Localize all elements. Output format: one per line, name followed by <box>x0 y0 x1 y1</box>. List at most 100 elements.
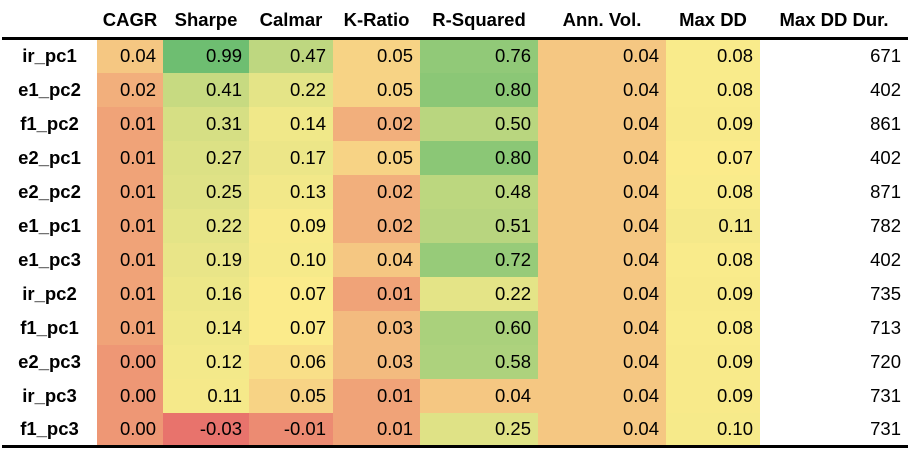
table-row: f1_pc3 0.00 -0.03 -0.01 0.01 0.25 0.04 0.10 731 <box>2 412 908 448</box>
column-header-calmar: Calmar <box>249 3 333 40</box>
heatmap-cell: 0.60 <box>420 310 538 345</box>
heatmap-cell: 0.10 <box>666 412 760 448</box>
heatmap-cell: 0.14 <box>249 106 333 141</box>
heatmap-cell: -0.01 <box>249 412 333 448</box>
heatmap-cell: 0.08 <box>666 174 760 209</box>
heatmap-cell: 0.22 <box>420 276 538 311</box>
row-label: f1_pc2 <box>2 106 97 141</box>
heatmap-cell: 0.01 <box>97 208 163 243</box>
heatmap-cell: 0.01 <box>333 378 420 413</box>
metrics-heatmap-table: CAGR Sharpe Calmar K-Ratio R-Squared Ann… <box>2 3 908 448</box>
heatmap-cell: -0.03 <box>163 412 249 448</box>
table-row: e1_pc2 0.02 0.41 0.22 0.05 0.80 0.04 0.08 402 <box>2 72 908 107</box>
table-row: e2_pc2 0.01 0.25 0.13 0.02 0.48 0.04 0.08 871 <box>2 174 908 209</box>
table-row: f1_pc1 0.01 0.14 0.07 0.03 0.60 0.04 0.08 713 <box>2 310 908 345</box>
heatmap-cell: 871 <box>760 174 908 209</box>
heatmap-cell: 782 <box>760 208 908 243</box>
heatmap-cell: 0.19 <box>163 242 249 277</box>
heatmap-cell: 0.04 <box>538 276 666 311</box>
heatmap-cell: 713 <box>760 310 908 345</box>
row-label: e2_pc3 <box>2 344 97 379</box>
heatmap-cell: 731 <box>760 412 908 448</box>
column-header-sharpe: Sharpe <box>163 3 249 40</box>
heatmap-cell: 0.02 <box>97 72 163 107</box>
heatmap-cell: 0.11 <box>666 208 760 243</box>
heatmap-cell: 0.13 <box>249 174 333 209</box>
table-row: e1_pc1 0.01 0.22 0.09 0.02 0.51 0.04 0.11 782 <box>2 208 908 243</box>
heatmap-cell: 0.04 <box>333 242 420 277</box>
heatmap-cell: 0.11 <box>163 378 249 413</box>
row-label: ir_pc2 <box>2 276 97 311</box>
heatmap-cell: 0.04 <box>538 140 666 175</box>
heatmap-cell: 0.07 <box>249 276 333 311</box>
heatmap-cell: 402 <box>760 72 908 107</box>
table-row: ir_pc2 0.01 0.16 0.07 0.01 0.22 0.04 0.09 735 <box>2 276 908 311</box>
heatmap-cell: 0.31 <box>163 106 249 141</box>
heatmap-cell: 0.50 <box>420 106 538 141</box>
heatmap-cell: 0.04 <box>538 72 666 107</box>
row-label: f1_pc1 <box>2 310 97 345</box>
heatmap-cell: 0.01 <box>97 276 163 311</box>
heatmap-cell: 0.01 <box>97 140 163 175</box>
heatmap-cell: 861 <box>760 106 908 141</box>
heatmap-cell: 0.04 <box>538 106 666 141</box>
heatmap-cell: 0.05 <box>333 140 420 175</box>
row-label: f1_pc3 <box>2 412 97 448</box>
heatmap-cell: 0.08 <box>666 72 760 107</box>
heatmap-body: ir_pc1 0.04 0.99 0.47 0.05 0.76 0.04 0.08 671 e1_… <box>2 38 908 448</box>
heatmap-cell: 0.04 <box>538 344 666 379</box>
heatmap-cell: 0.04 <box>538 208 666 243</box>
heatmap-cell: 0.09 <box>666 276 760 311</box>
heatmap-cell: 0.09 <box>666 378 760 413</box>
heatmap-cell: 0.09 <box>666 106 760 141</box>
heatmap-cell: 0.01 <box>333 276 420 311</box>
row-label: e1_pc1 <box>2 208 97 243</box>
row-label: e1_pc2 <box>2 72 97 107</box>
heatmap-cell: 0.02 <box>333 174 420 209</box>
heatmap-cell: 0.04 <box>538 310 666 345</box>
row-label: ir_pc3 <box>2 378 97 413</box>
row-label: e2_pc1 <box>2 140 97 175</box>
heatmap-cell: 0.09 <box>249 208 333 243</box>
heatmap-cell: 731 <box>760 378 908 413</box>
heatmap-cell: 0.07 <box>666 140 760 175</box>
column-header-max-dd-dur: Max DD Dur. <box>760 3 908 40</box>
header-row: CAGR Sharpe Calmar K-Ratio R-Squared Ann… <box>2 3 908 40</box>
heatmap-cell: 0.01 <box>97 310 163 345</box>
heatmap-cell: 0.48 <box>420 174 538 209</box>
heatmap-cell: 735 <box>760 276 908 311</box>
heatmap-cell: 0.51 <box>420 208 538 243</box>
heatmap-cell: 0.01 <box>333 412 420 448</box>
column-header-k-ratio: K-Ratio <box>333 3 420 40</box>
heatmap-cell: 0.25 <box>163 174 249 209</box>
heatmap-cell: 0.01 <box>97 242 163 277</box>
heatmap-cell: 0.17 <box>249 140 333 175</box>
corner-cell <box>2 3 97 40</box>
heatmap-cell: 0.00 <box>97 378 163 413</box>
heatmap-cell: 0.25 <box>420 412 538 448</box>
heatmap-cell: 0.22 <box>249 72 333 107</box>
heatmap-cell: 0.01 <box>97 106 163 141</box>
column-header-ann-vol: Ann. Vol. <box>538 3 666 40</box>
heatmap-cell: 0.05 <box>249 378 333 413</box>
heatmap-cell: 0.16 <box>163 276 249 311</box>
table-row: ir_pc3 0.00 0.11 0.05 0.01 0.04 0.04 0.09 731 <box>2 378 908 413</box>
row-label: ir_pc1 <box>2 38 97 73</box>
column-header-max-dd: Max DD <box>666 3 760 40</box>
heatmap-cell: 0.04 <box>420 378 538 413</box>
heatmap-cell: 0.04 <box>538 174 666 209</box>
heatmap-cell: 0.04 <box>538 378 666 413</box>
heatmap-cell: 0.07 <box>249 310 333 345</box>
heatmap-cell: 671 <box>760 38 908 73</box>
heatmap-cell: 0.80 <box>420 140 538 175</box>
row-label: e1_pc3 <box>2 242 97 277</box>
row-label: e2_pc2 <box>2 174 97 209</box>
heatmap-cell: 0.03 <box>333 310 420 345</box>
heatmap-cell: 0.27 <box>163 140 249 175</box>
heatmap-cell: 402 <box>760 140 908 175</box>
heatmap-cell: 0.22 <box>163 208 249 243</box>
heatmap-cell: 0.03 <box>333 344 420 379</box>
heatmap-cell: 0.04 <box>97 38 163 73</box>
heatmap-cell: 402 <box>760 242 908 277</box>
heatmap-cell: 0.41 <box>163 72 249 107</box>
